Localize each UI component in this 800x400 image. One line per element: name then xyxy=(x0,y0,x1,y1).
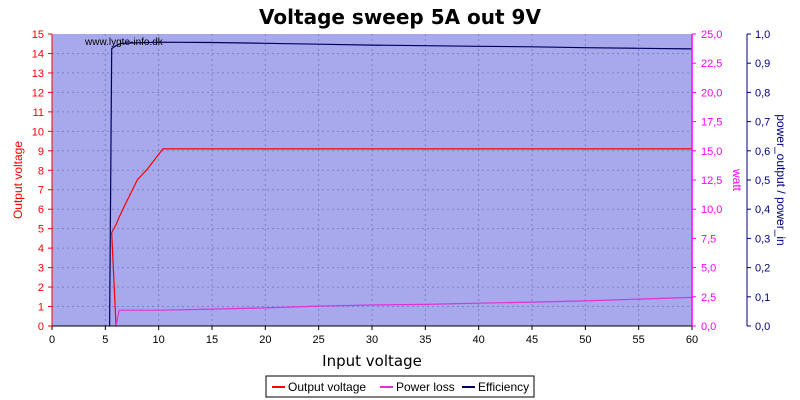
y-left-tick-label: 0 xyxy=(38,321,44,333)
y-left-tick-label: 1 xyxy=(38,302,44,314)
y-right1-axis-label: watt xyxy=(730,168,744,192)
y-left-tick-label: 7 xyxy=(38,185,44,197)
x-tick-label: 35 xyxy=(419,334,431,346)
x-tick-label: 0 xyxy=(49,334,55,346)
y-left-tick-label: 6 xyxy=(38,204,44,216)
chart-title: Voltage sweep 5A out 9V xyxy=(259,5,541,29)
x-tick-label: 40 xyxy=(473,334,485,346)
y-right2-tick-label: 0,2 xyxy=(755,263,770,275)
y-left-tick-label: 8 xyxy=(38,165,44,177)
x-tick-label: 20 xyxy=(259,334,271,346)
y-left-tick-label: 5 xyxy=(38,224,44,236)
y-left-tick-label: 10 xyxy=(32,126,44,138)
y-right1-tick-label: 0,0 xyxy=(701,321,716,333)
series-layer xyxy=(109,41,693,327)
x-tick-label: 15 xyxy=(206,334,218,346)
y-right1-tick-label: 5,0 xyxy=(701,263,716,275)
y-left-tick-label: 11 xyxy=(33,107,44,119)
x-tick-label: 30 xyxy=(366,334,378,346)
y-right1-tick-label: 7,5 xyxy=(701,233,716,245)
legend-label-output-voltage: Output voltage xyxy=(288,380,366,394)
y-left-tick-label: 4 xyxy=(38,243,44,255)
x-axis-label: Input voltage xyxy=(322,352,422,370)
y-right1-tick-label: 2,5 xyxy=(701,292,716,304)
series-line-output-voltage xyxy=(111,148,692,327)
series-line-efficiency xyxy=(109,41,693,327)
y-left-tick-label: 13 xyxy=(32,68,44,80)
y-right2-tick-label: 0,1 xyxy=(755,292,770,304)
y-right1-tick-label: 12,5 xyxy=(701,175,722,187)
y-right2-tick-label: 0,0 xyxy=(755,321,770,333)
y-right2-tick-label: 1,0 xyxy=(755,29,770,41)
x-tick-label: 45 xyxy=(526,334,538,346)
y-right1-tick-label: 22,5 xyxy=(701,58,722,70)
y-right2-tick-label: 0,5 xyxy=(755,175,770,187)
y-left-tick-label: 9 xyxy=(38,146,44,158)
legend-label-efficiency: Efficiency xyxy=(478,380,529,394)
legend-box xyxy=(265,375,535,398)
grid-lines xyxy=(52,34,692,326)
y-left-tick-label: 15 xyxy=(32,29,44,41)
x-tick-label: 10 xyxy=(153,334,165,346)
y-right2-axis-label: power_output / power_in xyxy=(774,114,788,245)
y-right1-tick-label: 17,5 xyxy=(701,117,722,129)
chart-legend: Output voltage Power loss Efficiency xyxy=(265,375,535,398)
y-right1-tick-label: 20,0 xyxy=(701,87,722,99)
series-line-power-loss xyxy=(115,296,693,327)
x-tick-label: 60 xyxy=(686,334,698,346)
y-right2-tick-label: 0,7 xyxy=(755,117,770,129)
axes-layer: 0 5 10 15 20 25 30 35 40 45 50 55 600123456789101112… xyxy=(32,29,771,346)
x-tick-label: 55 xyxy=(633,334,645,346)
y-right2-tick-label: 0,3 xyxy=(755,233,770,245)
legend-label-power-loss: Power loss xyxy=(396,380,455,394)
y-right1-tick-label: 25,0 xyxy=(701,29,722,41)
y-left-tick-label: 2 xyxy=(38,282,44,294)
y-right1-tick-label: 10,0 xyxy=(701,204,722,216)
y-left-tick-label: 12 xyxy=(32,87,44,99)
watermark-text: www.lygte-info.dk xyxy=(84,37,164,48)
y-right2-tick-label: 0,8 xyxy=(755,87,770,99)
y-left-tick-label: 14 xyxy=(32,48,44,60)
y-left-tick-label: 3 xyxy=(38,263,44,275)
y-right1-tick-label: 15,0 xyxy=(701,146,722,158)
x-tick-label: 5 xyxy=(102,334,108,346)
y-right2-tick-label: 0,9 xyxy=(755,58,770,70)
y-right2-tick-label: 0,6 xyxy=(755,146,770,158)
x-tick-label: 50 xyxy=(579,334,591,346)
x-tick-label: 25 xyxy=(313,334,325,346)
y-left-axis-label: Output voltage xyxy=(11,141,25,219)
y-right2-tick-label: 0,4 xyxy=(755,204,770,216)
